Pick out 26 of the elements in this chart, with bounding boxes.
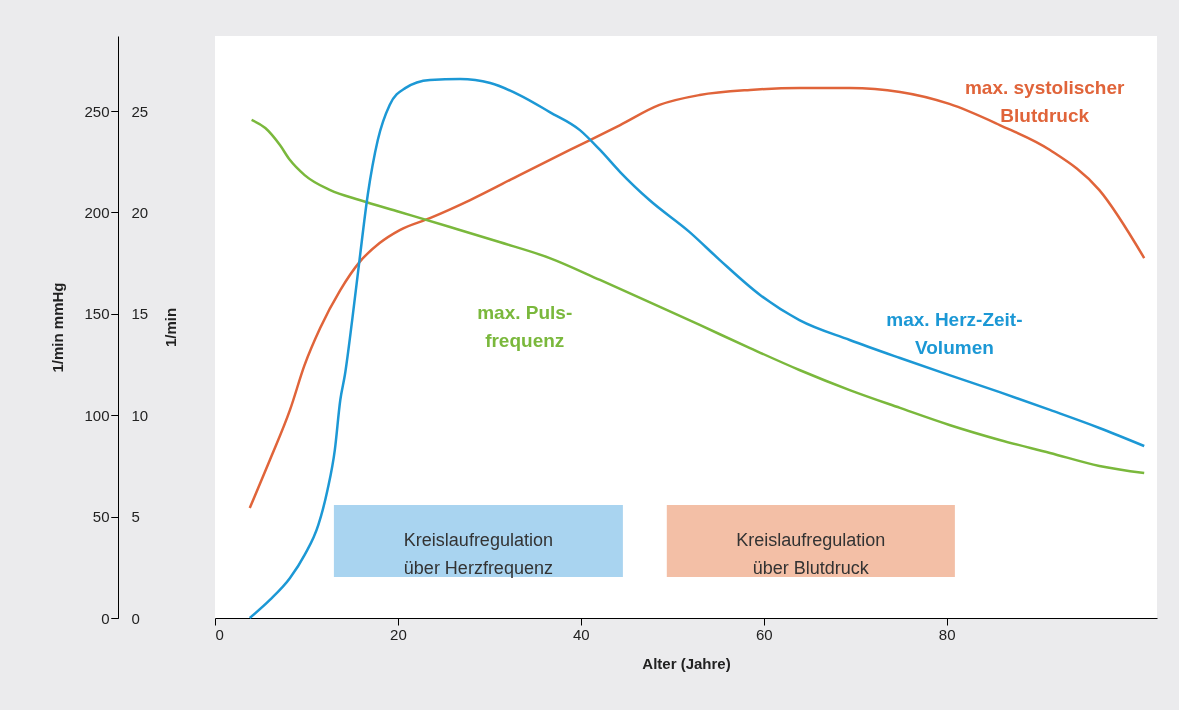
- y2-tick-label: 0: [131, 609, 140, 627]
- y2-tick-label: 20: [131, 203, 149, 221]
- x-tick-label: 0: [215, 625, 224, 643]
- y2-axis-title: 1/min: [161, 307, 179, 348]
- y2-tick-label: 15: [131, 305, 149, 323]
- y2-tick-label: 5: [131, 508, 140, 526]
- y-tick-label: 150: [84, 305, 110, 323]
- y-tick-label: 0: [101, 609, 110, 627]
- x-tick-label: 20: [390, 625, 407, 643]
- band-label: Kreislaufregulation über Blutdruck: [736, 530, 886, 578]
- x-axis-title: Alter (Jahre): [642, 654, 731, 672]
- y-axis-title: 1/min mmHg: [49, 282, 67, 373]
- x-tick-label: 80: [938, 625, 956, 643]
- y2-tick-label: 10: [131, 406, 149, 424]
- series-label: max. systolischer Blutdruck: [964, 77, 1126, 127]
- band-label: Kreislaufregulation über Herzfrequenz: [403, 530, 553, 578]
- y-tick-label: 200: [84, 203, 110, 221]
- x-tick-label: 60: [755, 625, 773, 643]
- y-tick-label: 100: [84, 406, 110, 424]
- y-tick-label: 50: [92, 508, 110, 526]
- line-series: [248, 77, 1146, 620]
- series-label: max. Puls- frequenz: [477, 302, 573, 352]
- x-tick-label: 40: [572, 625, 590, 643]
- y2-tick-label: 25: [131, 102, 149, 120]
- y-tick-label: 250: [84, 102, 110, 120]
- series-label: max. Herz-Zeit- Volumen: [886, 309, 1023, 359]
